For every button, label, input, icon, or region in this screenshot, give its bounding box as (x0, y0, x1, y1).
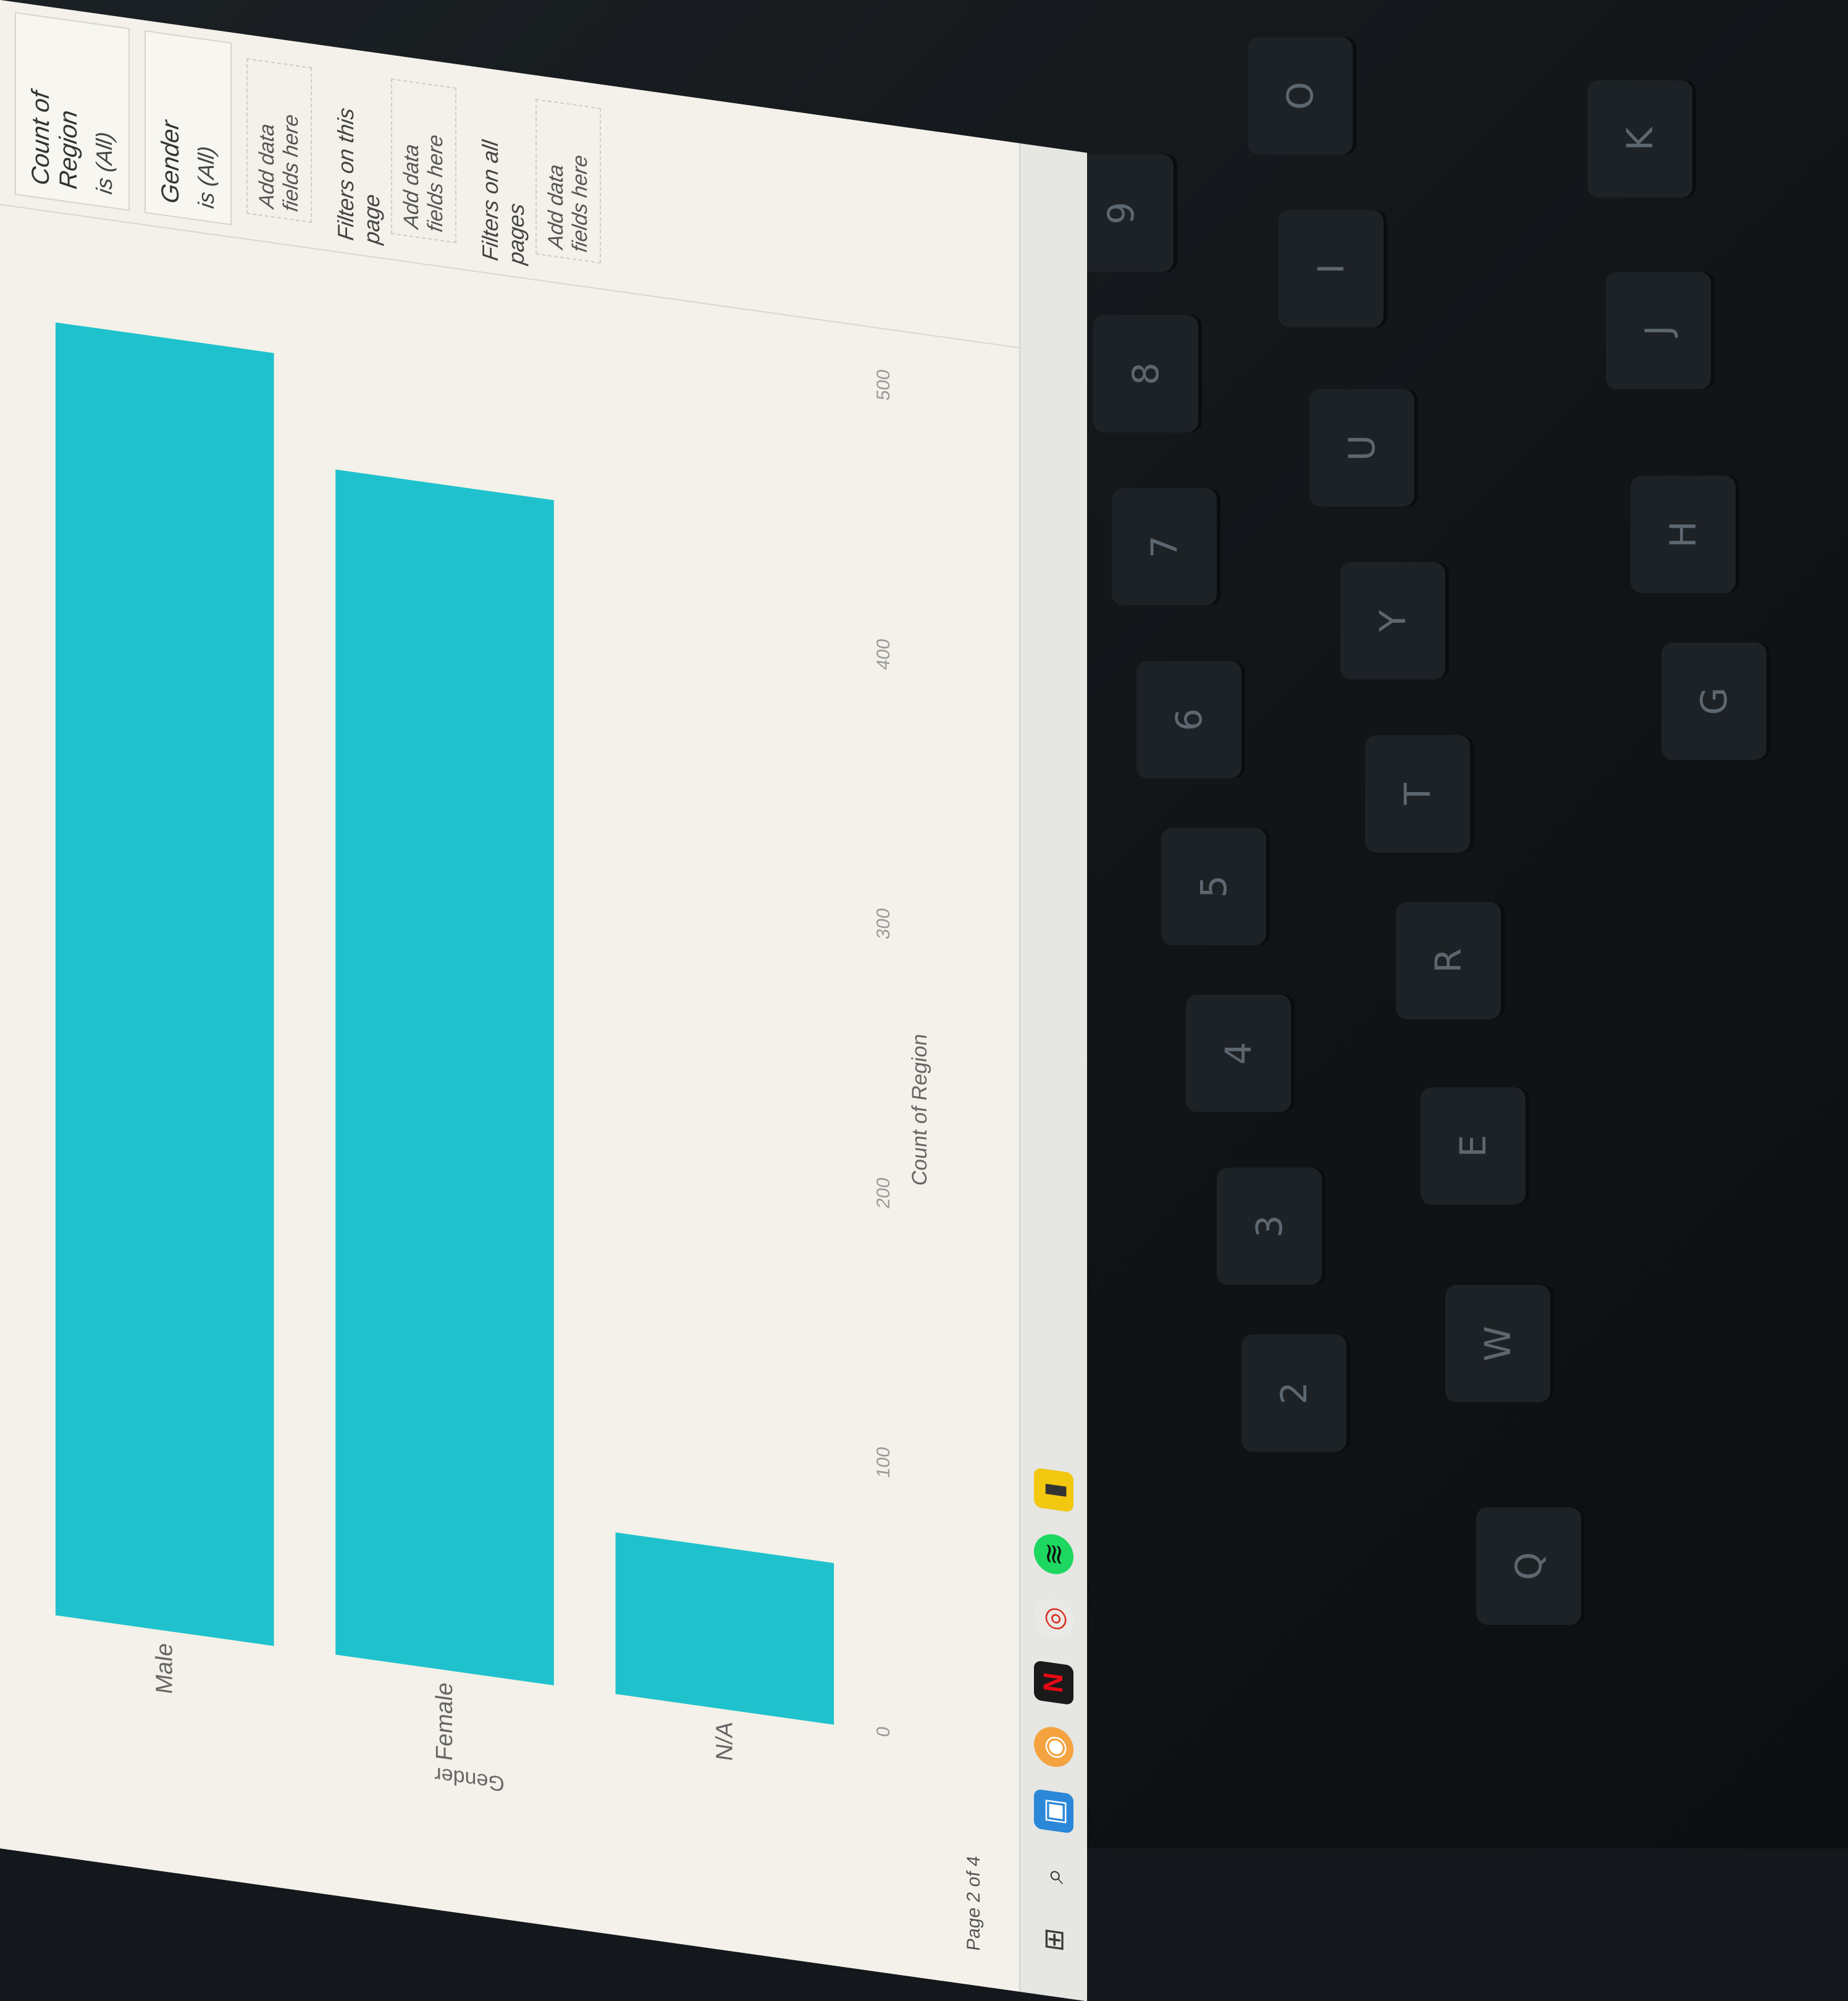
keyboard-key: W (1445, 1285, 1550, 1402)
keyboard-key: 4 (1186, 995, 1291, 1112)
x-axis-title: Count of Region (908, 1032, 931, 1187)
add-page-filter-dropzone[interactable]: Add data fields here (391, 78, 456, 243)
netflix-icon[interactable]: N (1034, 1660, 1073, 1706)
x-tick-label: 300 (873, 907, 894, 941)
keyboard-key: U (1309, 389, 1414, 507)
x-tick-label: 400 (873, 638, 894, 672)
filter-card-value: is (All) (193, 145, 219, 210)
filter-card-title: Count of Region (27, 89, 82, 191)
keyboard-key: 2 (1241, 1334, 1346, 1452)
keyboard-key: E (1421, 1087, 1526, 1205)
search-icon[interactable]: ⌕ (1038, 1865, 1070, 1885)
keyboard-key: Y (1340, 562, 1445, 680)
category-label: N/A (712, 1719, 738, 1763)
photos-icon[interactable]: ◉ (1034, 1724, 1073, 1770)
spotify-icon[interactable]: ≋ (1034, 1531, 1073, 1577)
powerbi-icon[interactable]: ▮ (1034, 1467, 1073, 1513)
add-visual-filter-dropzone[interactable]: Add data fields here (246, 58, 312, 223)
filters-on-all-pages-heading: Filters on all pages (477, 138, 529, 266)
keyboard-key: T (1365, 735, 1470, 853)
keyboard-key: I (1279, 210, 1384, 327)
bar-female[interactable] (335, 469, 554, 1686)
keyboard-key: G (1661, 642, 1766, 760)
category-label: Female (431, 1680, 458, 1763)
keyboard-key: 5 (1161, 828, 1266, 945)
filter-card-gender[interactable]: Gender is (All) (145, 30, 232, 225)
x-tick-label: 100 (873, 1446, 894, 1480)
powerbi-report-canvas: Male Female N/A 0 100 200 300 400 500 Gender Co… (0, 0, 1019, 1992)
x-tick-label: 500 (873, 368, 894, 402)
filter-card-value: is (All) (91, 130, 117, 196)
add-all-pages-filter-dropzone[interactable]: Add data fields here (536, 98, 601, 264)
x-tick-label: 0 (873, 1725, 894, 1738)
keyboard-key: H (1631, 476, 1736, 593)
keyboard-key: R (1396, 902, 1501, 1019)
keyboard-key: 7 (1112, 488, 1217, 605)
bar-chart[interactable]: Male Female N/A 0 100 200 300 400 500 Gender Co… (0, 230, 939, 1863)
filter-card-title: Gender (157, 119, 184, 205)
x-tick-label: 200 (873, 1176, 894, 1210)
bar-chart-svg: Male Female N/A 0 100 200 300 400 500 Gender Co… (55, 322, 931, 1796)
keyboard-key: O (1248, 37, 1353, 154)
keyboard-key: J (1606, 272, 1711, 389)
chrome-icon[interactable]: ◎ (1034, 1596, 1073, 1641)
store-icon[interactable]: ▣ (1034, 1788, 1073, 1834)
page-indicator: Page 2 of 4 (964, 1854, 984, 1952)
laptop-screen: Male Female N/A 0 100 200 300 400 500 Gender Co… (0, 0, 1087, 2001)
windows-taskbar: ⊞ ⌕ ▣ ◉ N ◎ ≋ ▮ (1019, 143, 1087, 2001)
bar-n-a[interactable] (615, 1532, 834, 1725)
category-label: Male (151, 1641, 178, 1695)
filter-card-count-of-region[interactable]: Count of Region is (All) (15, 12, 130, 211)
keyboard-key: 8 (1093, 315, 1198, 432)
keyboard-key: 6 (1136, 661, 1241, 778)
y-axis-title: Gender (434, 1763, 504, 1796)
keyboard-key: K (1587, 80, 1692, 198)
filters-on-this-page-heading: Filters on this page (333, 106, 384, 246)
windows-icon[interactable]: ⊞ (1034, 1917, 1073, 1963)
bar-male[interactable] (55, 322, 274, 1646)
keyboard-key: Q (1476, 1507, 1581, 1625)
keyboard-key: 3 (1217, 1168, 1322, 1285)
